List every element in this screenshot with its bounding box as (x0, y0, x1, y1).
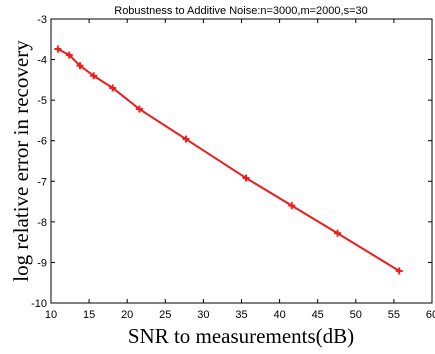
x-tick-label: 30 (197, 309, 209, 321)
data-point (90, 72, 98, 80)
y-tick-label: -9 (37, 257, 47, 269)
x-axis-label: SNR to measurements(dB) (128, 324, 354, 348)
chart-title: Robustness to Additive Noise:n=3000,m=20… (114, 5, 367, 17)
x-axis-ticks: 10 15 20 25 30 35 40 45 50 55 60 (45, 19, 435, 321)
data-point (288, 202, 296, 210)
y-tick-label: -5 (37, 95, 47, 107)
data-point (65, 51, 73, 59)
data-point (242, 174, 250, 182)
x-tick-label: 50 (350, 309, 362, 321)
x-tick-label: 60 (426, 309, 435, 321)
y-tick-label: -8 (37, 217, 47, 229)
data-point (334, 229, 342, 237)
series-layer (54, 45, 403, 275)
data-point (109, 84, 117, 92)
y-tick-label: -3 (37, 14, 47, 26)
x-tick-label: 45 (312, 309, 324, 321)
data-point (76, 62, 84, 70)
data-point (135, 105, 143, 113)
x-tick-label: 10 (45, 309, 57, 321)
x-tick-label: 20 (121, 309, 133, 321)
x-tick-label: 15 (83, 309, 95, 321)
y-tick-label: -7 (37, 176, 47, 188)
x-tick-label: 25 (159, 309, 171, 321)
data-point (395, 267, 403, 275)
x-tick-label: 35 (235, 309, 247, 321)
data-point (182, 135, 190, 143)
y-tick-label: -4 (37, 55, 47, 67)
y-tick-label: -10 (31, 298, 47, 310)
x-tick-label: 55 (388, 309, 400, 321)
y-tick-label: -6 (37, 136, 47, 148)
plot-area (50, 18, 433, 304)
y-axis-label: log relative error in recovery (9, 40, 33, 282)
x-tick-label: 40 (273, 309, 285, 321)
y-axis-ticks: -3 -4 -5 -6 -7 -8 -9 -10 (31, 14, 432, 310)
data-point (54, 45, 62, 53)
